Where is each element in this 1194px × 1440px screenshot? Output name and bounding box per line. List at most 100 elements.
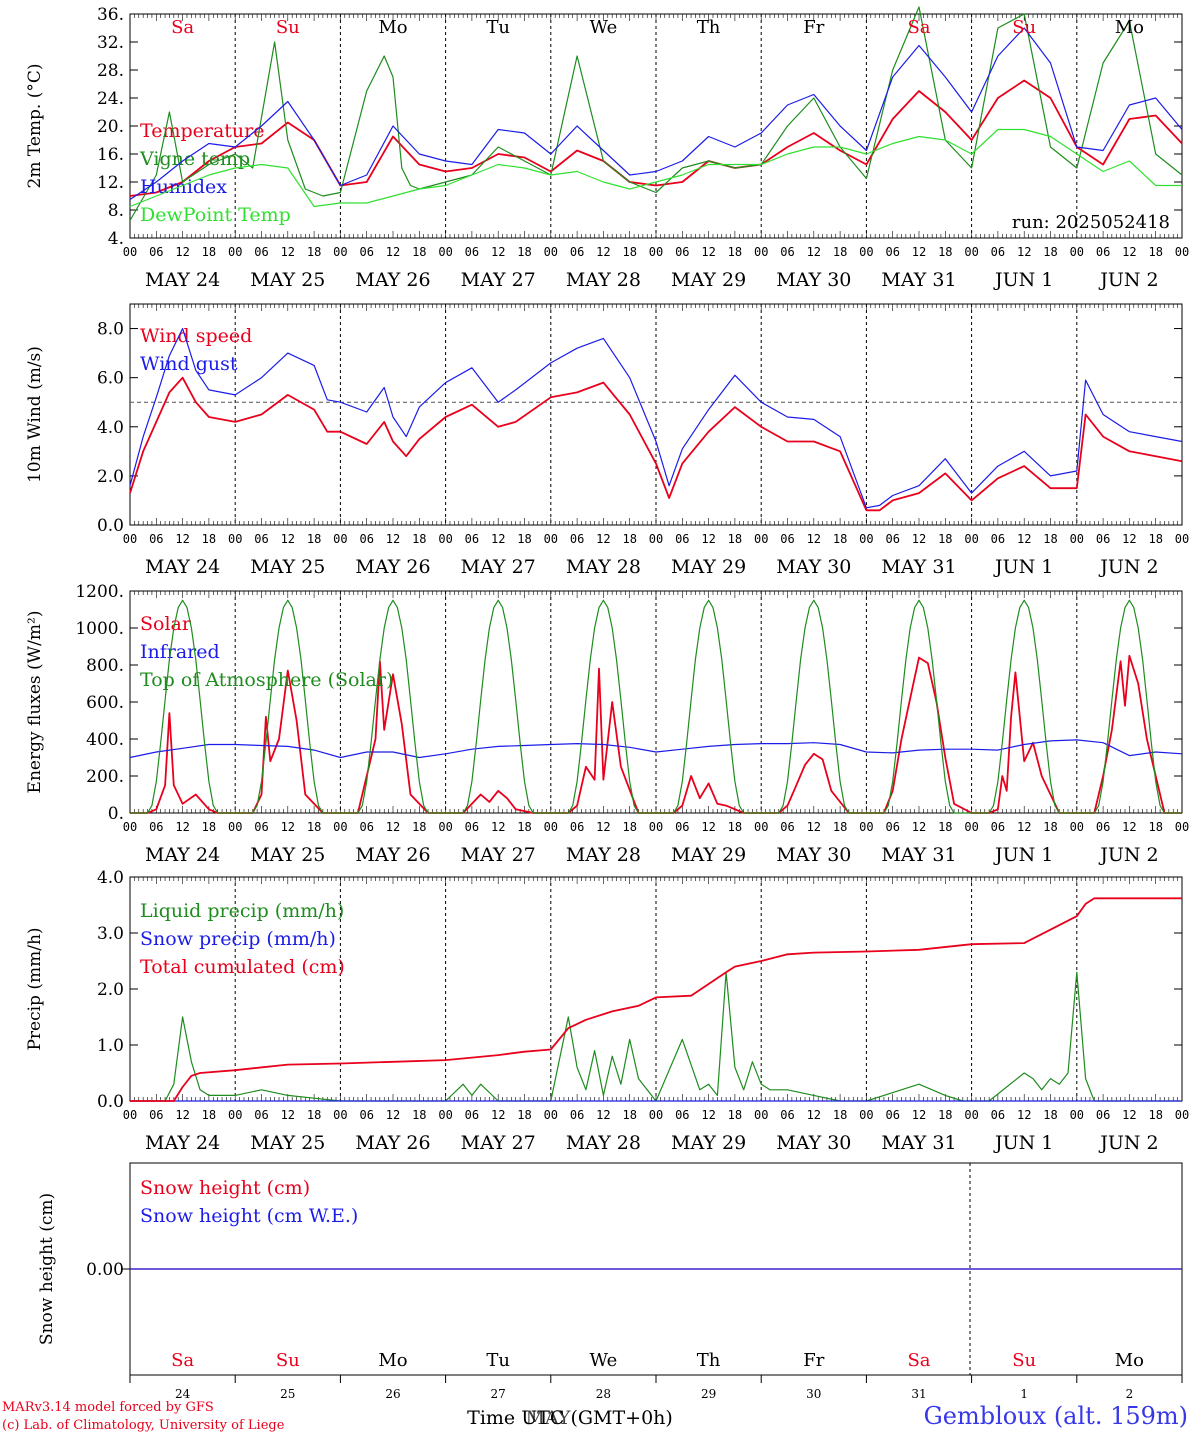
hour-tick-label: 00 [228, 245, 242, 259]
day-name: We [590, 17, 618, 38]
y-tick-label: 0.0 [97, 1092, 124, 1112]
hour-tick-label: 12 [596, 1108, 610, 1122]
hour-tick-label: 06 [359, 245, 373, 259]
day-number: 24 [175, 1387, 191, 1401]
hour-tick-label: 00 [333, 532, 347, 546]
date-label: MAY 26 [355, 1132, 430, 1154]
hour-tick-label: 00 [438, 820, 452, 834]
model-credit: MARv3.14 model forced by GFS [2, 1400, 214, 1415]
hour-tick-label: 00 [859, 245, 873, 259]
hour-tick-label: 18 [307, 532, 321, 546]
y-tick-label: 1000. [75, 619, 124, 639]
hour-tick-label: 18 [728, 1108, 742, 1122]
legend-entry: Wind gust [140, 353, 238, 375]
hour-tick-label: 06 [465, 245, 479, 259]
hour-tick-label: 12 [491, 820, 505, 834]
date-label: JUN 2 [1098, 1132, 1158, 1154]
hour-tick-label: 06 [570, 245, 584, 259]
hour-tick-label: 00 [964, 1108, 978, 1122]
hour-tick-label: 18 [1148, 820, 1162, 834]
date-label: MAY 27 [461, 1132, 536, 1154]
hour-tick-label: 00 [859, 820, 873, 834]
hour-tick-label: 12 [386, 532, 400, 546]
date-label: MAY 31 [881, 1132, 956, 1154]
hour-tick-label: 00 [228, 532, 242, 546]
y-tick-label: 1200. [75, 582, 124, 602]
hour-tick-label: 18 [1148, 532, 1162, 546]
hour-tick-label: 06 [359, 532, 373, 546]
y-tick-label: 200. [86, 767, 124, 787]
day-number: 25 [280, 1387, 295, 1401]
hour-tick-label: 12 [175, 532, 189, 546]
hour-tick-label: 12 [491, 245, 505, 259]
hour-tick-label: 18 [622, 245, 636, 259]
hour-tick-label: 00 [754, 532, 768, 546]
hour-tick-label: 00 [649, 532, 663, 546]
series-line [129, 128, 1182, 208]
hour-tick-label: 12 [701, 1108, 715, 1122]
date-label: MAY 31 [881, 844, 956, 866]
hour-tick-label: 18 [938, 820, 952, 834]
day-number: 31 [911, 1387, 926, 1401]
hour-tick-label: 00 [1175, 532, 1189, 546]
hour-tick-label: 18 [1043, 532, 1057, 546]
hour-tick-label: 00 [859, 532, 873, 546]
y-tick-label: 6.0 [97, 369, 124, 389]
hour-tick-label: 06 [991, 245, 1005, 259]
hour-tick-label: 00 [1175, 245, 1189, 259]
date-label: MAY 26 [355, 556, 430, 578]
y-tick-label: 4. [108, 229, 124, 249]
date-label: JUN 2 [1098, 556, 1158, 578]
panel-1: 00 06 12 18 MAY 24 00 06 12 18 MAY 25 00 06 12 18 MAY … [25, 5, 1189, 291]
hour-tick-label: 06 [465, 820, 479, 834]
hour-tick-label: 00 [964, 245, 978, 259]
hour-tick-label: 06 [465, 1108, 479, 1122]
series-line [129, 376, 1183, 512]
day-name: Sa [171, 17, 194, 38]
y-tick-label: 600. [86, 693, 124, 713]
hour-tick-label: 12 [386, 1108, 400, 1122]
hour-tick-label: 12 [1122, 1108, 1136, 1122]
y-tick-label: 1.0 [97, 1036, 124, 1056]
y-tick-label: 8. [108, 201, 124, 221]
hour-tick-label: 18 [202, 532, 216, 546]
legend-entry: Solar [140, 613, 192, 635]
hour-tick-label: 18 [412, 245, 426, 259]
date-label: JUN 2 [1098, 844, 1158, 866]
hour-tick-label: 12 [175, 245, 189, 259]
hour-tick-label: 18 [1148, 1108, 1162, 1122]
hour-tick-label: 18 [728, 532, 742, 546]
hour-tick-label: 00 [333, 245, 347, 259]
hour-tick-label: 06 [780, 532, 794, 546]
hour-tick-label: 18 [412, 820, 426, 834]
hour-tick-label: 00 [754, 245, 768, 259]
y-tick-label: 2.0 [97, 467, 124, 487]
day-name: Sa [171, 1350, 194, 1371]
date-label: JUN 1 [993, 844, 1053, 866]
hour-tick-label: 06 [149, 1108, 163, 1122]
hour-tick-label: 18 [412, 532, 426, 546]
hour-tick-label: 18 [833, 245, 847, 259]
date-label: MAY 28 [566, 556, 641, 578]
hour-tick-label: 06 [780, 245, 794, 259]
hour-tick-label: 06 [675, 532, 689, 546]
day-name: Th [697, 1350, 721, 1371]
y-axis-title: Precip (mm/h) [25, 927, 45, 1050]
hour-tick-label: 06 [1096, 245, 1110, 259]
hour-tick-label: 06 [359, 820, 373, 834]
series-line [129, 328, 1183, 509]
hour-tick-label: 00 [964, 532, 978, 546]
hour-tick-label: 12 [1122, 532, 1136, 546]
series-line [130, 599, 1182, 814]
run-annotation: run: 2025052418 [1012, 212, 1170, 233]
hour-tick-label: 00 [333, 820, 347, 834]
y-tick-label: 36. [97, 5, 124, 25]
date-label: MAY 28 [566, 1132, 641, 1154]
legend-entry: Snow height (cm W.E.) [140, 1205, 358, 1227]
hour-tick-label: 12 [807, 820, 821, 834]
hour-tick-label: 00 [1070, 1108, 1084, 1122]
hour-tick-label: 06 [1096, 820, 1110, 834]
day-number: 26 [385, 1387, 400, 1401]
y-tick-label: 16. [97, 145, 124, 165]
